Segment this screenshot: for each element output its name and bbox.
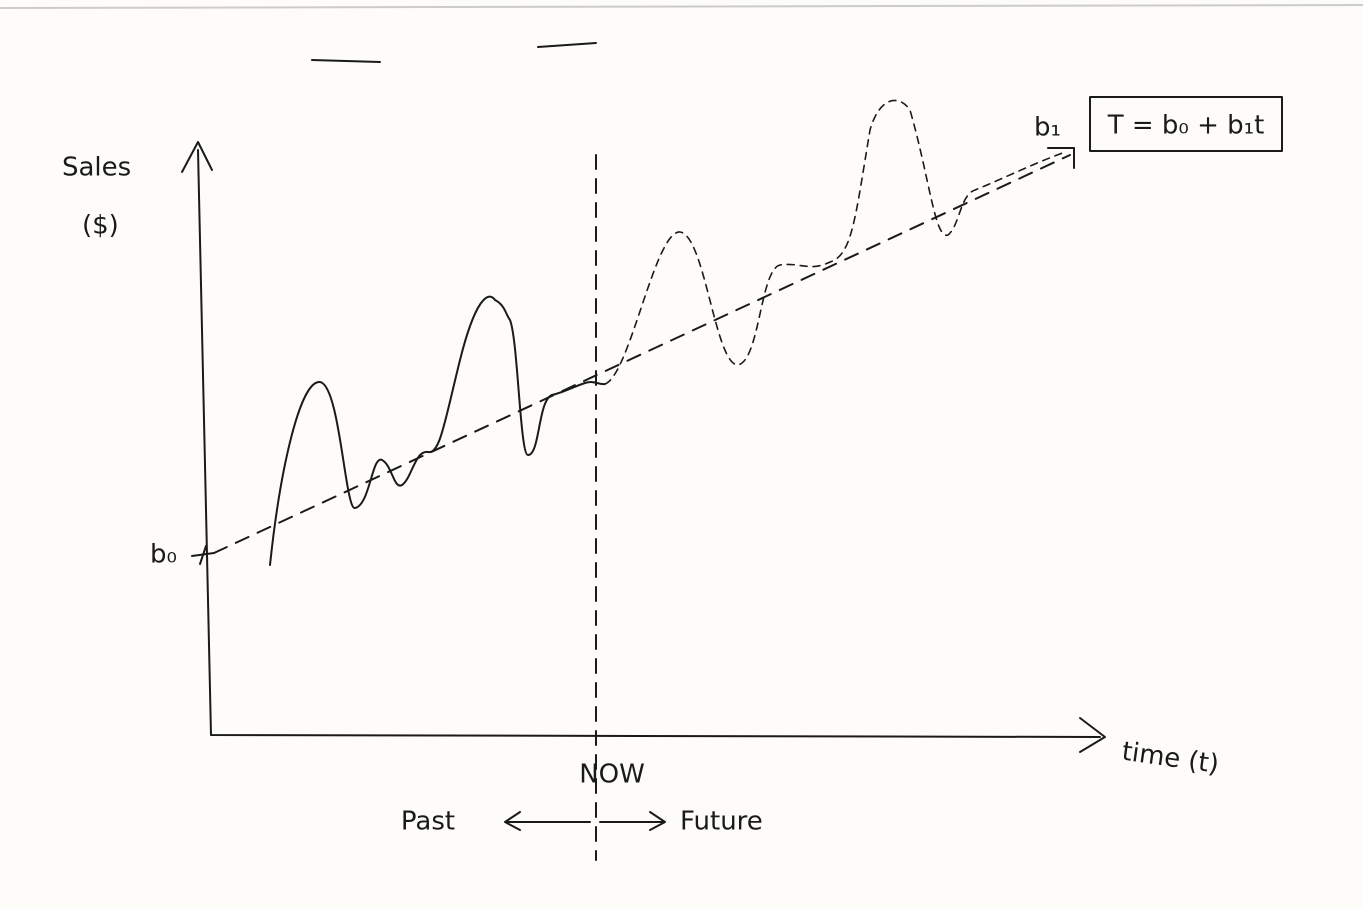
y-axis-label: Sales bbox=[62, 153, 131, 183]
slope-label: b₁ bbox=[1034, 113, 1061, 143]
now-label: NOW bbox=[579, 760, 645, 790]
y-axis-label: ($) bbox=[82, 211, 119, 241]
diagram: Sales ($) time (t) b₀ NOW Past Future b₁… bbox=[0, 0, 1363, 909]
past-label: Past bbox=[401, 807, 455, 837]
equation: T = b₀ + b₁t bbox=[1107, 111, 1265, 141]
intercept-label: b₀ bbox=[150, 540, 177, 570]
future-label: Future bbox=[680, 807, 763, 837]
